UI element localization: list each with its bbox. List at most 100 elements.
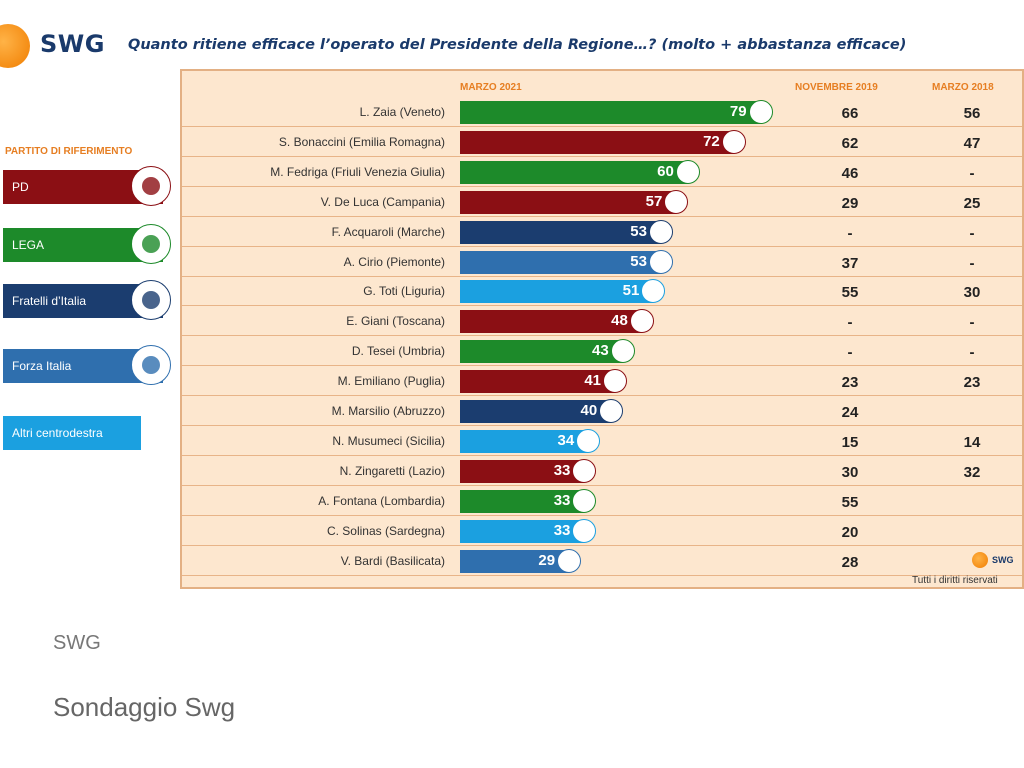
legend-title: PARTITO DI RIFERIMENTO	[5, 146, 133, 157]
forza-italia-logo-icon	[131, 345, 171, 385]
row-label: S. Bonaccini (Emilia Romagna)	[278, 134, 445, 149]
bar-value-label: 51	[622, 282, 640, 300]
party-logo-icon	[599, 399, 624, 423]
party-logo-icon	[557, 548, 582, 573]
legend-item-label: LEGA	[12, 238, 45, 252]
bar-value-label: 41	[584, 372, 602, 390]
cell-marzo-2018: -	[969, 314, 975, 332]
cell-marzo-2018: -	[969, 344, 975, 362]
row-label: L. Zaia (Veneto)	[359, 105, 445, 119]
bar	[460, 190, 679, 214]
row-label: M. Fedriga (Friuli Venezia Giulia)	[270, 164, 445, 179]
row-separator	[182, 185, 1022, 187]
legend-item-label: Forza Italia	[12, 359, 72, 373]
row-separator	[182, 245, 1022, 247]
row-separator	[182, 484, 1022, 486]
row-label: C. Solinas (Sardegna)	[326, 523, 445, 538]
party-logo-icon	[664, 189, 689, 214]
bar	[460, 519, 587, 543]
cell-novembre-2019: 55	[841, 493, 859, 511]
bar-value-label: 29	[538, 551, 556, 569]
cell-marzo-2018: -	[969, 254, 975, 272]
bar-value-label: 60	[657, 162, 674, 180]
bar	[460, 400, 614, 423]
swg-logo-text: SWG	[40, 30, 105, 58]
cell-marzo-2018: 32	[963, 463, 981, 481]
cell-marzo-2018: 47	[963, 134, 981, 152]
cell-marzo-2018: 23	[963, 374, 981, 392]
row-separator	[182, 395, 1022, 397]
bar-value-label: 53	[630, 222, 647, 240]
legend-item: Fratelli d’Italia	[3, 280, 171, 320]
legend-item: LEGA	[3, 224, 171, 264]
row-label: D. Tesei (Umbria)	[351, 344, 445, 359]
bar	[460, 459, 587, 483]
cell-novembre-2019: 37	[841, 254, 859, 272]
party-logo-icon	[572, 458, 597, 483]
cell-marzo-2018: 30	[963, 284, 981, 302]
row-separator	[182, 365, 1022, 367]
bar-value-label: 40	[580, 402, 598, 419]
bar-value-label: 33	[553, 521, 571, 539]
cell-marzo-2018: 56	[963, 105, 981, 122]
row-separator	[182, 574, 1022, 576]
row-label: E. Giani (Toscana)	[346, 314, 445, 329]
swg-mini-logo-icon	[972, 552, 988, 568]
party-logo-icon	[748, 100, 773, 124]
pd-logo-icon	[131, 166, 171, 206]
bar	[460, 250, 663, 274]
column-header: MARZO 2018	[932, 82, 994, 93]
bar	[460, 130, 736, 154]
bar-value-label: 57	[645, 192, 663, 210]
chart-header: SWG Quanto ritiene efficace l’operato de…	[0, 0, 1024, 68]
column-header: NOVEMBRE 2019	[795, 82, 878, 93]
bar	[460, 549, 572, 573]
legend-item-label: Altri centrodestra	[12, 426, 103, 440]
bar-value-label: 79	[729, 103, 747, 120]
bar	[460, 310, 644, 334]
bar	[460, 370, 618, 394]
row-separator	[182, 155, 1022, 157]
cell-novembre-2019: 20	[841, 523, 859, 541]
party-logo-icon	[603, 369, 628, 394]
party-logo-icon	[641, 279, 666, 304]
bar	[460, 489, 587, 513]
party-logo-icon	[675, 159, 700, 184]
cell-novembre-2019: 15	[841, 433, 859, 451]
cell-novembre-2019: -	[847, 344, 853, 362]
party-logo-icon	[721, 129, 746, 154]
bar	[460, 160, 690, 184]
party-logo-icon	[648, 249, 673, 274]
row-separator	[182, 305, 1022, 307]
bar-value-label: 53	[630, 252, 647, 270]
party-logo-icon	[610, 339, 635, 364]
cell-novembre-2019: 28	[841, 553, 859, 571]
row-label: N. Zingaretti (Lazio)	[339, 463, 445, 478]
lega-logo-icon	[131, 224, 171, 264]
row-separator	[182, 454, 1022, 456]
row-label: M. Marsilio (Abruzzo)	[331, 404, 445, 418]
party-logo-icon	[576, 428, 601, 453]
bar	[460, 429, 591, 453]
swg-mini-logo-text: SWG	[992, 555, 1014, 565]
party-logo-icon	[572, 518, 597, 543]
row-label: N. Musumeci (Sicilia)	[332, 433, 445, 448]
legend-item: Altri centrodestra	[3, 416, 141, 450]
row-separator	[182, 126, 1022, 127]
bar	[460, 340, 625, 364]
bar-value-label: 48	[611, 312, 628, 330]
bar-value-label: 33	[553, 491, 571, 509]
bar	[460, 280, 656, 304]
cell-novembre-2019: 24	[841, 404, 859, 421]
row-label: M. Emiliano (Puglia)	[337, 374, 445, 389]
cell-novembre-2019: 23	[841, 374, 859, 392]
row-label: A. Cirio (Piemonte)	[343, 254, 445, 269]
row-separator	[182, 514, 1022, 516]
cell-marzo-2018: -	[969, 224, 975, 242]
image-caption: Sondaggio Swg	[53, 692, 236, 722]
row-separator	[182, 425, 1022, 426]
swg-logo-icon	[0, 24, 30, 68]
cell-novembre-2019: -	[847, 314, 853, 332]
bar-value-label: 34	[557, 431, 575, 449]
row-label: V. Bardi (Basilicata)	[340, 553, 445, 568]
